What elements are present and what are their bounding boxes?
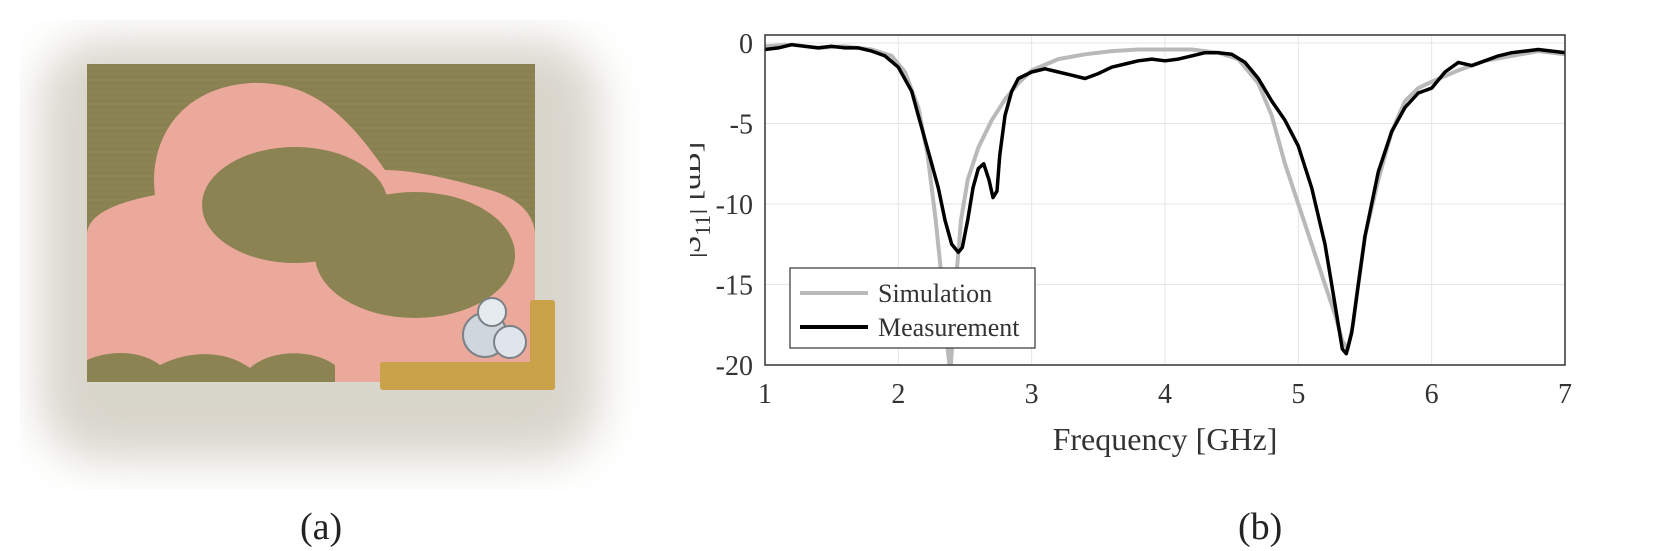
sma-connector [380, 297, 555, 390]
antenna-photo-drawing [40, 40, 600, 460]
s11-chart-svg: 1 2 3 4 5 6 7 0 -5 -10 -15 -20 Frequency [GHz] |S11… [671, 29, 1572, 457]
series-lines [765, 42, 1565, 365]
y-tick-label: -15 [716, 271, 753, 302]
y-tick-label: -20 [716, 351, 753, 382]
legend-label-measurement: Measurement [878, 313, 1020, 342]
caption-b: (b) [1238, 506, 1283, 548]
caption-a: (a) [300, 506, 343, 548]
bottom-scallops [87, 353, 335, 382]
x-tick-label: 5 [1291, 379, 1305, 410]
y-label-close: | [dB] [690, 142, 707, 215]
slot-ellipse-right [315, 192, 515, 318]
antenna-photo [20, 20, 640, 490]
x-tick-label: 2 [891, 379, 905, 410]
x-axis-label: Frequency [GHz] [1053, 421, 1278, 457]
y-label-subscript: 11 [690, 215, 715, 236]
y-tick-label: 0 [739, 29, 753, 60]
s11-chart: 1 2 3 4 5 6 7 0 -5 -10 -15 -20 Frequency [GHz] |S11… [671, 0, 1680, 500]
legend: Simulation Measurement [789, 267, 1036, 349]
legend-label-simulation: Simulation [878, 279, 992, 308]
series-line-measurement [765, 42, 1565, 356]
y-axis-label: |S11| [dB] [690, 142, 715, 259]
y-tick-label: -5 [730, 110, 753, 141]
legend-box [789, 267, 1036, 349]
plot-frame [764, 34, 1566, 366]
x-tick-label: 1 [758, 379, 772, 410]
y-label-symbol: S [690, 236, 707, 252]
y-tick-label: -10 [716, 190, 753, 221]
x-tick-label: 6 [1425, 379, 1439, 410]
tick-labels: 1 2 3 4 5 6 7 0 -5 -10 -15 -20 [716, 29, 1572, 410]
x-tick-label: 7 [1558, 379, 1572, 410]
x-tick-label: 3 [1025, 379, 1039, 410]
x-tick-label: 4 [1158, 379, 1172, 410]
